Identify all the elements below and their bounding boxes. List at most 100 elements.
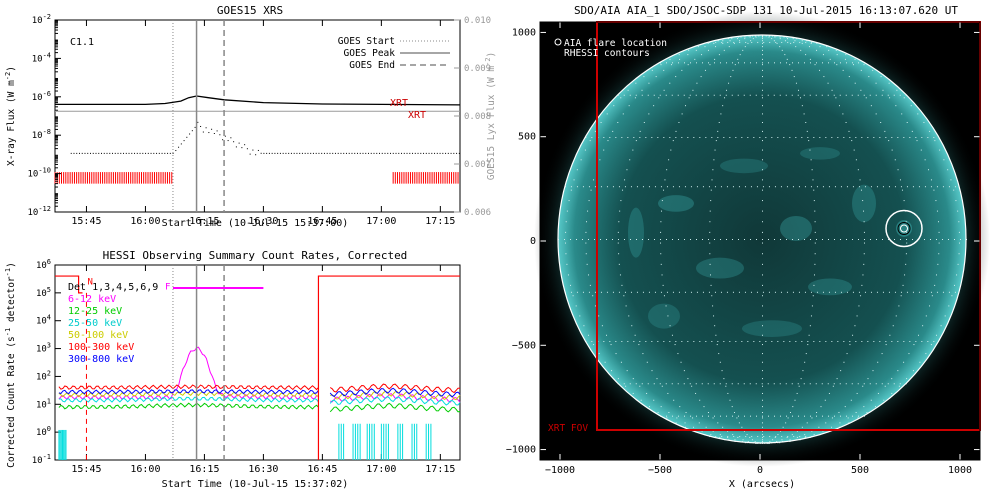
goes-short-point bbox=[178, 146, 180, 148]
latitude-dot bbox=[900, 239, 901, 240]
longitude-dot bbox=[814, 210, 816, 212]
longitude-dot bbox=[704, 69, 706, 71]
latitude-dot bbox=[731, 383, 733, 385]
longitude-dot bbox=[908, 353, 910, 355]
aia-legend: AIA flare location RHESSI contours bbox=[554, 38, 667, 59]
latitude-dot bbox=[654, 239, 655, 240]
latitude-dot bbox=[745, 41, 747, 43]
latitude-dot bbox=[828, 186, 830, 188]
latitude-dot bbox=[735, 341, 737, 342]
longitude-dot bbox=[738, 422, 740, 424]
longitude-dot bbox=[624, 179, 626, 181]
longitude-dot bbox=[808, 334, 810, 336]
longitude-dot bbox=[803, 113, 805, 115]
latitude-dot bbox=[727, 436, 729, 438]
longitude-dot bbox=[736, 417, 738, 419]
latitude-dot bbox=[851, 94, 853, 96]
longitude-dot bbox=[856, 315, 858, 317]
longitude-dot bbox=[723, 49, 725, 51]
latitude-dot bbox=[822, 62, 823, 64]
longitude-dot bbox=[722, 42, 724, 44]
goes-right-tick-label: 0.008 bbox=[464, 112, 491, 122]
goes-short-point bbox=[92, 152, 94, 154]
longitude-dot bbox=[934, 140, 936, 142]
longitude-dot bbox=[709, 210, 711, 212]
latitude-dot bbox=[701, 383, 703, 385]
goes-y-tick-label: 10-6 bbox=[32, 90, 51, 103]
longitude-dot bbox=[796, 430, 798, 432]
longitude-dot bbox=[715, 46, 717, 48]
latitude-dot bbox=[798, 62, 799, 64]
longitude-dot bbox=[769, 35, 771, 37]
longitude-dot bbox=[895, 105, 897, 107]
latitude-dot bbox=[809, 383, 811, 385]
legend-aia-flare-location: AIA flare location bbox=[564, 38, 667, 49]
longitude-dot bbox=[603, 149, 605, 151]
longitude-dot bbox=[592, 295, 594, 297]
longitude-dot bbox=[648, 406, 650, 408]
longitude-dot bbox=[906, 378, 908, 380]
longitude-dot bbox=[827, 82, 829, 84]
longitude-dot bbox=[842, 113, 844, 115]
longitude-dot bbox=[828, 49, 830, 51]
latitude-dot bbox=[639, 137, 641, 138]
latitude-dot bbox=[869, 94, 871, 96]
latitude-dot bbox=[699, 341, 701, 342]
longitude-dot bbox=[762, 140, 763, 142]
longitude-dot bbox=[762, 361, 763, 363]
latitude-dot bbox=[815, 94, 817, 96]
longitude-dot bbox=[718, 54, 720, 56]
latitude-dot bbox=[894, 186, 896, 188]
longitude-dot bbox=[715, 140, 717, 142]
longitude-dot bbox=[762, 159, 763, 161]
longitude-dot bbox=[716, 344, 718, 346]
goes-short-point bbox=[180, 143, 182, 145]
latitude-dot bbox=[811, 41, 813, 43]
longitude-dot bbox=[823, 76, 825, 78]
latitude-dot bbox=[618, 186, 620, 188]
longitude-dot bbox=[698, 422, 700, 424]
latitude-dot bbox=[594, 186, 596, 188]
longitude-dot bbox=[905, 253, 907, 255]
longitude-dot bbox=[793, 76, 795, 78]
xrt-label: XRT bbox=[390, 98, 408, 109]
latitude-dot bbox=[633, 137, 635, 138]
latitude-dot bbox=[721, 41, 723, 43]
latitude-dot bbox=[582, 186, 584, 188]
latitude-dot bbox=[810, 186, 812, 188]
latitude-dot bbox=[633, 341, 635, 342]
longitude-dot bbox=[903, 200, 905, 202]
latitude-dot bbox=[666, 415, 667, 417]
longitude-dot bbox=[799, 97, 801, 99]
longitude-dot bbox=[828, 392, 830, 394]
latitude-dot bbox=[617, 94, 619, 96]
longitude-dot bbox=[768, 36, 770, 38]
longitude-dot bbox=[762, 441, 763, 443]
latitude-dot bbox=[713, 94, 715, 96]
latitude-dot bbox=[761, 383, 763, 385]
longitude-dot bbox=[769, 441, 771, 443]
longitude-dot bbox=[891, 149, 893, 151]
latitude-dot bbox=[888, 186, 890, 188]
longitude-dot bbox=[717, 422, 719, 424]
latitude-dot bbox=[629, 383, 631, 385]
goes-short-point bbox=[423, 152, 425, 154]
latitude-dot bbox=[636, 239, 637, 240]
legend-goes-peak: GOES Peak bbox=[344, 48, 396, 59]
aia-frame bbox=[539, 21, 981, 461]
latitude-dot bbox=[805, 436, 807, 438]
latitude-dot bbox=[606, 291, 608, 293]
latitude-dot bbox=[768, 62, 769, 64]
longitude-dot bbox=[669, 325, 671, 327]
latitude-dot bbox=[630, 186, 632, 188]
longitude-dot bbox=[862, 274, 864, 276]
latitude-dot bbox=[744, 291, 746, 293]
longitude-dot bbox=[785, 422, 787, 424]
goes-short-point bbox=[417, 152, 419, 154]
latitude-dot bbox=[695, 383, 697, 385]
longitude-dot bbox=[814, 242, 816, 244]
latitude-dot bbox=[783, 341, 785, 342]
longitude-dot bbox=[958, 253, 960, 255]
hessi-plot-frame bbox=[54, 264, 461, 461]
latitude-dot bbox=[912, 239, 913, 240]
